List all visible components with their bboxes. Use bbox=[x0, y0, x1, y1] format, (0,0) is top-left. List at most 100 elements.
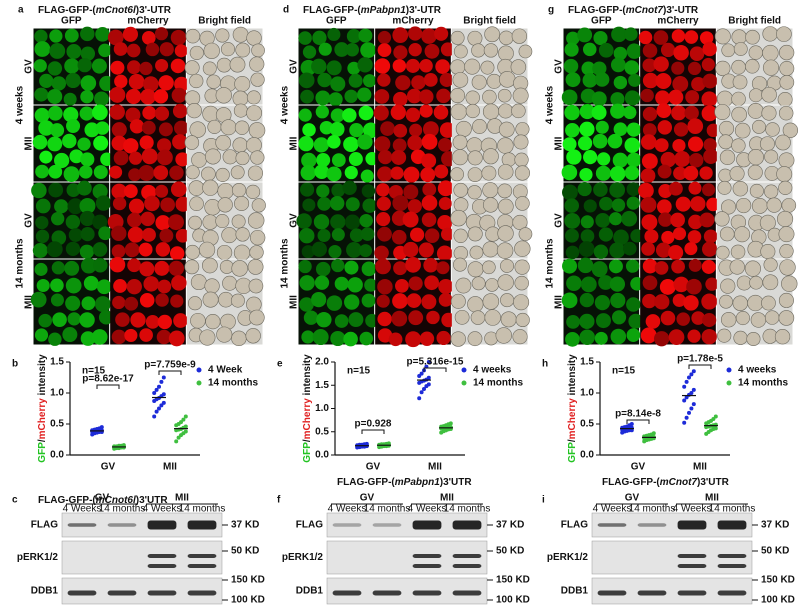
oocyte bbox=[312, 329, 329, 346]
oocytes bbox=[298, 105, 379, 183]
oocyte bbox=[686, 278, 702, 295]
oocyte bbox=[705, 277, 719, 291]
construct-suffix: )3'-UTR bbox=[136, 5, 172, 16]
oocyte bbox=[593, 244, 609, 259]
oocyte bbox=[776, 166, 793, 183]
oocyte bbox=[611, 198, 626, 212]
oocyte bbox=[185, 28, 201, 44]
oocyte bbox=[675, 196, 691, 212]
oocyte bbox=[595, 212, 611, 228]
oocyte bbox=[762, 274, 779, 291]
oocyte bbox=[744, 260, 761, 277]
oocyte bbox=[302, 198, 316, 212]
blot-band bbox=[452, 590, 482, 596]
oocyte bbox=[142, 227, 156, 242]
oocyte bbox=[50, 123, 65, 138]
oocyte bbox=[93, 165, 108, 180]
oocyte bbox=[499, 30, 514, 46]
oocyte bbox=[230, 293, 245, 308]
oocyte bbox=[347, 61, 361, 75]
oocyte bbox=[583, 199, 597, 213]
construct-gene: mCnot7 bbox=[660, 477, 698, 488]
sample-size: n=15 bbox=[82, 366, 106, 377]
oocyte bbox=[331, 153, 346, 168]
oocyte bbox=[98, 43, 112, 58]
oocyte bbox=[64, 58, 80, 74]
oocyte bbox=[66, 118, 81, 134]
data-point bbox=[419, 371, 424, 376]
construct-title: FLAG-GFP-(mCnot6l)3'UTR bbox=[38, 495, 168, 506]
data-point bbox=[176, 435, 181, 440]
oocyte bbox=[377, 311, 392, 327]
oocyte bbox=[311, 58, 327, 75]
oocyte bbox=[373, 105, 389, 121]
oocyte bbox=[779, 61, 795, 76]
oocyte bbox=[673, 166, 687, 181]
oocytes bbox=[30, 257, 114, 346]
oocytes bbox=[450, 103, 531, 182]
stage-label: MII bbox=[289, 136, 300, 150]
oocyte bbox=[668, 181, 683, 196]
oocyte bbox=[30, 291, 47, 308]
oocyte bbox=[673, 276, 690, 293]
column-header: mCherry bbox=[657, 16, 699, 27]
oocyte bbox=[47, 61, 63, 76]
oocyte bbox=[658, 184, 673, 199]
stage-label: MII bbox=[554, 136, 565, 150]
oocyte bbox=[671, 259, 685, 274]
oocyte bbox=[564, 42, 579, 57]
oocyte bbox=[35, 229, 50, 244]
blot-row-label: DDB1 bbox=[31, 586, 59, 597]
blot-band bbox=[107, 523, 137, 527]
oocyte bbox=[65, 72, 81, 89]
oocyte bbox=[470, 310, 486, 325]
oocyte bbox=[170, 58, 186, 74]
oocyte bbox=[683, 165, 699, 181]
oocyte bbox=[330, 214, 346, 230]
blot-band bbox=[372, 523, 402, 527]
oocyte bbox=[411, 75, 426, 90]
oocyte bbox=[79, 165, 93, 179]
oocyte bbox=[79, 312, 95, 328]
oocyte bbox=[512, 214, 528, 230]
x-tick-label: GV bbox=[101, 462, 116, 473]
oocyte bbox=[156, 329, 172, 345]
oocyte bbox=[701, 328, 718, 345]
blot-group: MII bbox=[705, 493, 719, 504]
oocyte bbox=[34, 107, 50, 123]
oocyte bbox=[391, 229, 407, 245]
oocyte bbox=[49, 29, 63, 43]
oocyte bbox=[598, 275, 613, 290]
oocyte bbox=[202, 214, 218, 230]
oocyte bbox=[349, 123, 364, 138]
oocyte bbox=[761, 105, 777, 121]
oocyte bbox=[592, 133, 608, 149]
oocyte bbox=[129, 119, 145, 134]
oocyte bbox=[344, 214, 361, 230]
oocyte bbox=[128, 198, 145, 214]
oocyte bbox=[358, 28, 373, 43]
oocyte bbox=[63, 107, 79, 123]
oocyte bbox=[326, 295, 343, 311]
y-tick-label: 1.5 bbox=[315, 380, 329, 391]
oocyte bbox=[657, 164, 672, 179]
oocyte bbox=[564, 198, 580, 213]
panel-letter: d bbox=[283, 5, 289, 16]
oocyte bbox=[215, 167, 230, 183]
oocyte bbox=[583, 150, 598, 165]
stage-label: MII bbox=[24, 136, 35, 150]
oocyte bbox=[752, 119, 766, 134]
oocyte bbox=[248, 309, 265, 326]
oocyte bbox=[46, 241, 63, 258]
oocyte bbox=[701, 293, 718, 310]
oocyte bbox=[656, 199, 672, 215]
oocyte bbox=[598, 227, 614, 242]
oocyte bbox=[512, 329, 528, 345]
oocyte bbox=[486, 73, 502, 89]
size-marker: 37 KD bbox=[761, 520, 789, 531]
oocyte bbox=[198, 241, 216, 258]
oocyte bbox=[344, 89, 358, 103]
oocyte bbox=[421, 28, 437, 44]
oocyte bbox=[719, 149, 736, 165]
oocyte bbox=[318, 42, 332, 56]
